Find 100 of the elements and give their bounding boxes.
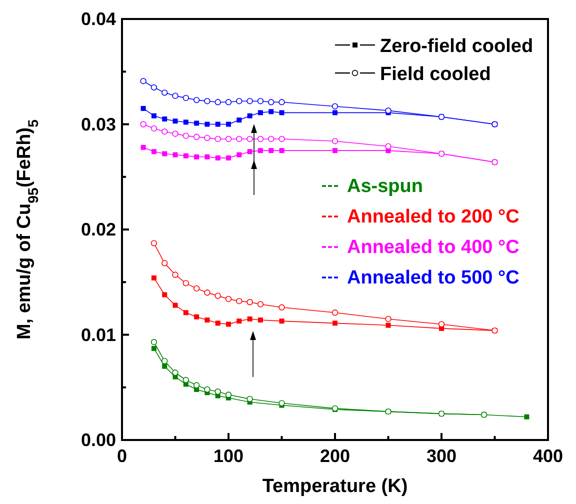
x-tick-label: 400	[532, 446, 564, 466]
point	[204, 290, 210, 296]
point	[247, 316, 252, 322]
point	[247, 113, 252, 118]
point	[246, 396, 253, 402]
point	[194, 154, 200, 160]
point	[278, 136, 285, 142]
point	[140, 106, 146, 111]
point	[236, 118, 242, 123]
point	[246, 299, 253, 306]
point	[172, 118, 178, 124]
point	[162, 90, 168, 96]
point	[214, 136, 221, 142]
point	[193, 285, 200, 292]
point	[214, 99, 221, 106]
point	[236, 136, 242, 142]
point	[246, 98, 253, 104]
point	[226, 122, 231, 127]
point	[150, 125, 158, 132]
point	[172, 302, 178, 308]
point	[183, 120, 188, 125]
y-tick-label: 0.01	[80, 324, 116, 345]
point	[183, 153, 188, 158]
point	[214, 388, 221, 395]
point	[258, 318, 263, 323]
point	[162, 292, 168, 298]
point	[162, 260, 168, 266]
point	[182, 280, 189, 286]
point	[257, 301, 264, 308]
point	[236, 98, 242, 104]
point	[194, 120, 200, 126]
point	[204, 98, 210, 104]
point	[172, 152, 178, 158]
point	[225, 99, 232, 106]
point	[225, 136, 232, 142]
y-tick-label: 0.02	[80, 220, 116, 240]
point	[257, 98, 264, 104]
x-tick-label: 300	[426, 446, 457, 466]
annotation: Zero-field cooled	[380, 36, 534, 57]
point	[268, 148, 274, 154]
point	[236, 298, 242, 304]
point	[151, 275, 156, 280]
point	[140, 121, 146, 128]
point	[386, 322, 391, 328]
point	[150, 84, 158, 91]
point	[278, 99, 285, 106]
point	[172, 272, 178, 278]
point	[162, 128, 168, 135]
point	[257, 136, 264, 142]
point	[236, 152, 242, 158]
point	[268, 109, 274, 114]
point	[140, 144, 146, 150]
x-tick-label: 0	[116, 446, 128, 466]
point	[204, 134, 210, 142]
point	[225, 296, 232, 302]
point	[236, 318, 242, 324]
legend-label: Annealed to 500 °C	[347, 268, 520, 288]
point	[172, 130, 178, 137]
point	[182, 132, 189, 139]
point	[385, 316, 392, 322]
point	[162, 364, 168, 369]
point	[215, 122, 220, 127]
point	[385, 107, 392, 114]
point	[279, 318, 284, 324]
point	[225, 392, 232, 398]
point	[183, 310, 188, 316]
point	[151, 113, 156, 118]
point	[246, 136, 253, 142]
point	[204, 386, 210, 393]
point	[278, 304, 285, 310]
legend-label: As-spun	[347, 176, 423, 197]
point	[438, 321, 445, 328]
x-axis-title: Temperature (K)	[262, 476, 408, 497]
legend-label: Annealed to 200 °C	[347, 206, 520, 228]
point	[204, 154, 210, 160]
point	[258, 148, 263, 154]
point	[150, 339, 158, 346]
point	[162, 358, 168, 364]
x-tick-label: 100	[213, 446, 244, 466]
point	[258, 110, 263, 116]
point	[332, 103, 338, 110]
point	[150, 240, 158, 246]
point	[524, 414, 530, 420]
point	[279, 148, 284, 154]
point	[193, 134, 200, 140]
point	[332, 138, 338, 144]
point	[385, 143, 392, 150]
point	[226, 155, 231, 160]
point	[182, 94, 189, 102]
point	[204, 318, 210, 323]
point	[162, 151, 168, 156]
point	[194, 314, 200, 320]
point	[332, 310, 338, 316]
point	[140, 78, 146, 84]
point	[215, 320, 220, 326]
point	[247, 149, 252, 154]
point	[172, 92, 178, 99]
point	[226, 322, 231, 327]
y-tick-label: 0.04	[80, 9, 116, 29]
point	[332, 320, 338, 326]
